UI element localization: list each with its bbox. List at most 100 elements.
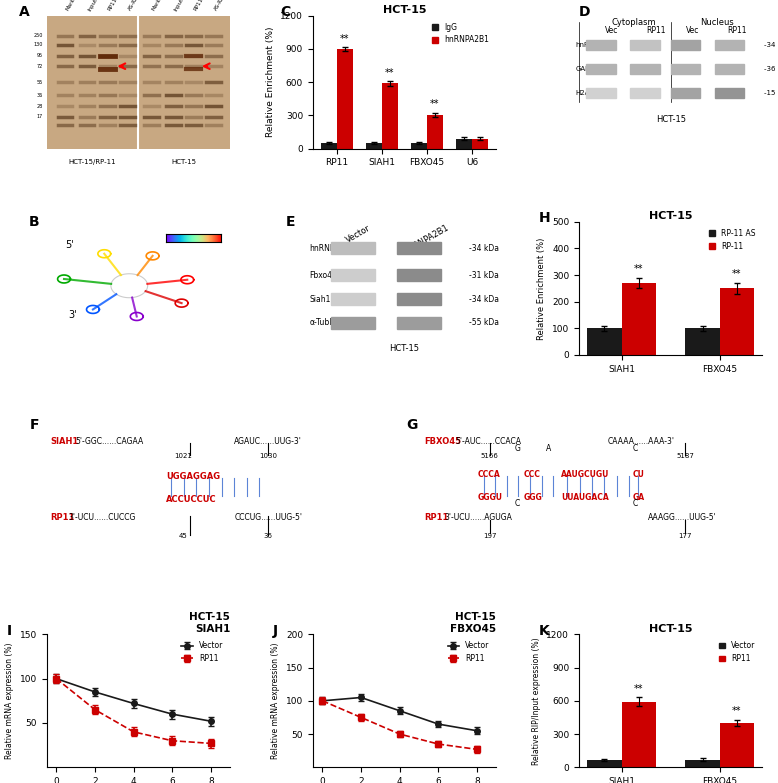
Text: RP11: RP11: [727, 27, 747, 35]
Legend: Vector, RP11: Vector, RP11: [178, 638, 226, 666]
Text: C: C: [633, 500, 637, 508]
Bar: [331, 293, 375, 305]
Bar: [331, 317, 375, 329]
Text: Cytoplasm: Cytoplasm: [612, 18, 657, 27]
Text: **: **: [340, 34, 349, 44]
Text: Fbxo45: Fbxo45: [309, 271, 337, 280]
Text: HCT-15: HCT-15: [172, 160, 197, 165]
Text: I: I: [6, 623, 12, 637]
Legend: IgG, hnRNPA2B1: IgG, hnRNPA2B1: [429, 20, 492, 48]
Text: hnRNPA2B1: hnRNPA2B1: [575, 42, 616, 48]
Text: α-Tublin: α-Tublin: [309, 319, 338, 327]
Text: Marker: Marker: [151, 0, 165, 12]
Text: **: **: [732, 706, 741, 716]
Text: -34 kDa: -34 kDa: [469, 294, 499, 304]
Text: 28: 28: [37, 103, 43, 109]
Text: **: **: [385, 68, 394, 78]
Text: 5'-GGC......CAGAA: 5'-GGC......CAGAA: [75, 437, 144, 446]
Bar: [715, 40, 744, 50]
Text: GGG: GGG: [524, 493, 542, 503]
Text: RP11: RP11: [425, 514, 449, 522]
Bar: [412, 143, 427, 149]
Text: 17: 17: [37, 114, 43, 119]
Bar: [630, 40, 660, 50]
Text: **: **: [634, 684, 643, 695]
Bar: [382, 83, 398, 149]
Bar: [427, 115, 443, 149]
Text: Marker: Marker: [65, 0, 79, 12]
Bar: [587, 63, 615, 74]
Text: C: C: [633, 445, 637, 453]
Text: 177: 177: [678, 533, 692, 539]
Text: AS-RP11: AS-RP11: [214, 0, 230, 12]
Text: AS-RP11: AS-RP11: [128, 0, 143, 12]
Bar: [321, 143, 337, 149]
Text: -34 kDa: -34 kDa: [469, 244, 499, 253]
Text: FBXO45: FBXO45: [425, 437, 461, 446]
Text: CU: CU: [633, 470, 644, 479]
Text: -31 kDa: -31 kDa: [469, 271, 499, 280]
Text: 95: 95: [37, 53, 43, 58]
Text: 72: 72: [37, 63, 43, 69]
Y-axis label: Relative Enrichment (%): Relative Enrichment (%): [265, 27, 275, 138]
Text: A: A: [19, 5, 30, 19]
Text: 36: 36: [37, 93, 43, 98]
Bar: [715, 88, 744, 98]
Bar: [587, 328, 622, 355]
Text: 5'-AUC......CCACA: 5'-AUC......CCACA: [456, 437, 522, 446]
Text: -55 kDa: -55 kDa: [469, 319, 499, 327]
Text: F: F: [30, 418, 39, 432]
Text: CAAAA......AAA-3': CAAAA......AAA-3': [608, 437, 675, 446]
Legend: Vector, RP11: Vector, RP11: [444, 638, 492, 666]
Text: Input: Input: [173, 0, 184, 12]
Text: UUAUGACA: UUAUGACA: [561, 493, 609, 503]
Bar: [457, 139, 472, 149]
Text: HCT-15
FBXO45: HCT-15 FBXO45: [450, 612, 496, 633]
Text: 3': 3': [68, 309, 77, 319]
Text: 1021: 1021: [174, 453, 192, 459]
Text: RP11: RP11: [50, 514, 75, 522]
Text: GGGU: GGGU: [478, 493, 503, 503]
Text: CCC: CCC: [524, 470, 541, 479]
Bar: [630, 88, 660, 98]
Bar: [587, 40, 615, 50]
Text: Siah1: Siah1: [309, 294, 331, 304]
Text: -15 kDa: -15 kDa: [764, 90, 778, 96]
Text: 55: 55: [37, 80, 43, 85]
Bar: [331, 243, 375, 254]
Bar: [587, 760, 622, 767]
Text: Vec: Vec: [686, 27, 699, 35]
Title: HCT-15: HCT-15: [383, 5, 426, 15]
Text: 3'-UCU......CUCCG: 3'-UCU......CUCCG: [68, 514, 136, 522]
Text: HCT-15
SIAH1: HCT-15 SIAH1: [189, 612, 230, 633]
Bar: [398, 317, 441, 329]
Text: 5': 5': [65, 240, 74, 251]
Bar: [685, 760, 720, 767]
Text: Vec: Vec: [605, 27, 619, 35]
Text: 3'-UCU......AGUGA: 3'-UCU......AGUGA: [445, 514, 513, 522]
Text: -34 kDa: -34 kDa: [764, 42, 778, 48]
Title: HCT-15: HCT-15: [649, 211, 692, 221]
Text: Nucleus: Nucleus: [699, 18, 734, 27]
Text: 36: 36: [264, 533, 273, 539]
Y-axis label: Relative mRNA expression (%): Relative mRNA expression (%): [5, 643, 14, 759]
Text: 197: 197: [483, 533, 496, 539]
Text: **: **: [634, 264, 643, 274]
Text: B: B: [28, 215, 39, 229]
Text: -36 kDa: -36 kDa: [764, 66, 778, 72]
Text: H: H: [538, 211, 550, 226]
Text: 45: 45: [179, 533, 187, 539]
Text: AAAGG......UUG-5': AAAGG......UUG-5': [648, 514, 717, 522]
Text: 5166: 5166: [481, 453, 499, 459]
Bar: [622, 702, 656, 767]
Text: J: J: [272, 623, 278, 637]
Text: UGGAGGAG: UGGAGGAG: [166, 472, 220, 481]
Text: A: A: [545, 445, 551, 453]
Bar: [630, 63, 660, 74]
Text: hnRNPA2B1: hnRNPA2B1: [403, 223, 450, 256]
Text: C: C: [514, 500, 520, 508]
Y-axis label: Relative RIP/Input expression (%): Relative RIP/Input expression (%): [531, 637, 541, 765]
Text: 1030: 1030: [259, 453, 277, 459]
Text: AAUGCUGU: AAUGCUGU: [561, 470, 609, 479]
Text: **: **: [732, 269, 741, 279]
